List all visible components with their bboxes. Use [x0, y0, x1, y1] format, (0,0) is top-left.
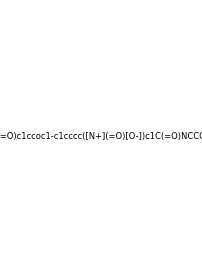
Text: OC(=O)c1ccoc1-c1cccc([N+](=O)[O-])c1C(=O)NCCCCCC: OC(=O)c1ccoc1-c1cccc([N+](=O)[O-])c1C(=O… — [0, 132, 202, 141]
